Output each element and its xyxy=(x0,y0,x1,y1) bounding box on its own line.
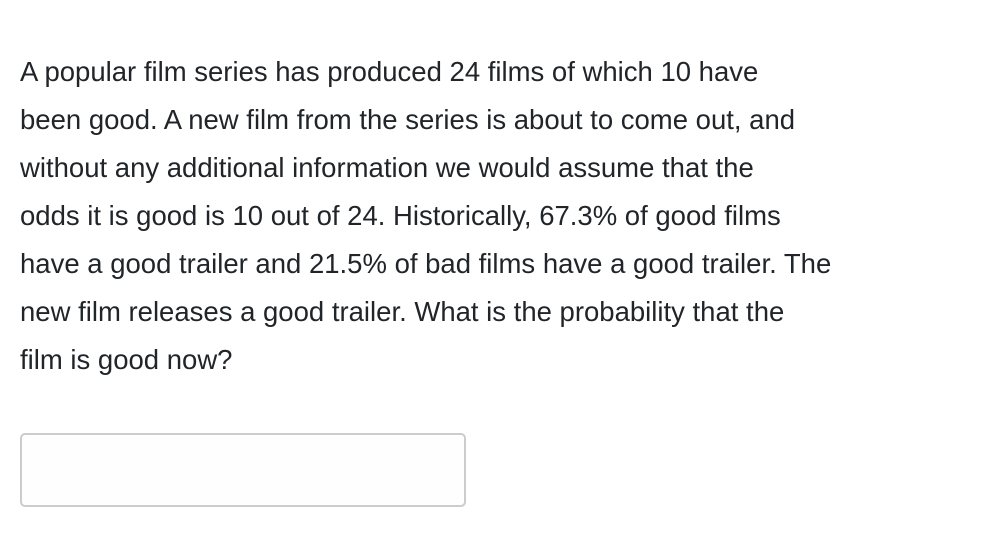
answer-input[interactable] xyxy=(20,433,466,507)
question-line: without any additional information we wo… xyxy=(20,152,754,183)
question-line: new film releases a good trailer. What i… xyxy=(20,296,785,327)
question-line: A popular film series has produced 24 fi… xyxy=(20,56,759,87)
question-text: A popular film series has produced 24 fi… xyxy=(20,48,831,384)
question-line: have a good trailer and 21.5% of bad fil… xyxy=(20,248,832,279)
question-line: odds it is good is 10 out of 24. Histori… xyxy=(20,200,781,231)
question-line: film is good now? xyxy=(20,344,233,375)
question-line: been good. A new film from the series is… xyxy=(20,104,796,135)
